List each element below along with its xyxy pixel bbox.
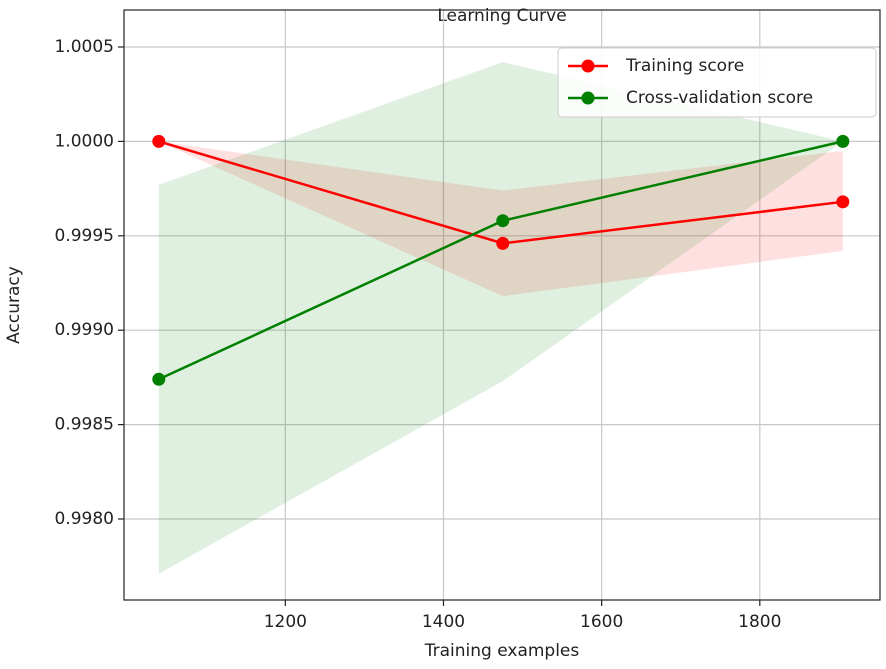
x-tick-label: 1200 — [264, 612, 307, 632]
x-tick-label: 1400 — [422, 612, 465, 632]
y-tick-label: 0.9990 — [55, 320, 114, 340]
band — [158, 62, 843, 574]
y-tick-label: 0.9985 — [55, 415, 114, 435]
legend-box — [557, 47, 877, 118]
x-tick-label: 1600 — [580, 612, 623, 632]
x-axis-label: Training examples — [424, 641, 580, 661]
point — [152, 372, 166, 386]
point — [152, 134, 166, 148]
chart-title: Learning Curve — [437, 6, 566, 26]
x-tick-label: 1800 — [738, 612, 781, 632]
legend-marker — [581, 59, 595, 73]
y-axis-label: Accuracy — [4, 266, 24, 344]
legend-label: Cross-validation score — [626, 88, 813, 108]
point — [496, 236, 510, 250]
point — [496, 214, 510, 228]
legend-label: Training score — [625, 56, 744, 76]
legend-marker — [581, 91, 595, 105]
y-tick-label: 0.9995 — [55, 226, 114, 246]
point — [836, 134, 850, 148]
y-tick-label: 1.0005 — [55, 37, 114, 57]
y-tick-label: 0.9980 — [55, 509, 114, 529]
point — [836, 195, 850, 209]
plot-frame — [123, 9, 881, 601]
y-tick-label: 1.0000 — [55, 131, 114, 151]
